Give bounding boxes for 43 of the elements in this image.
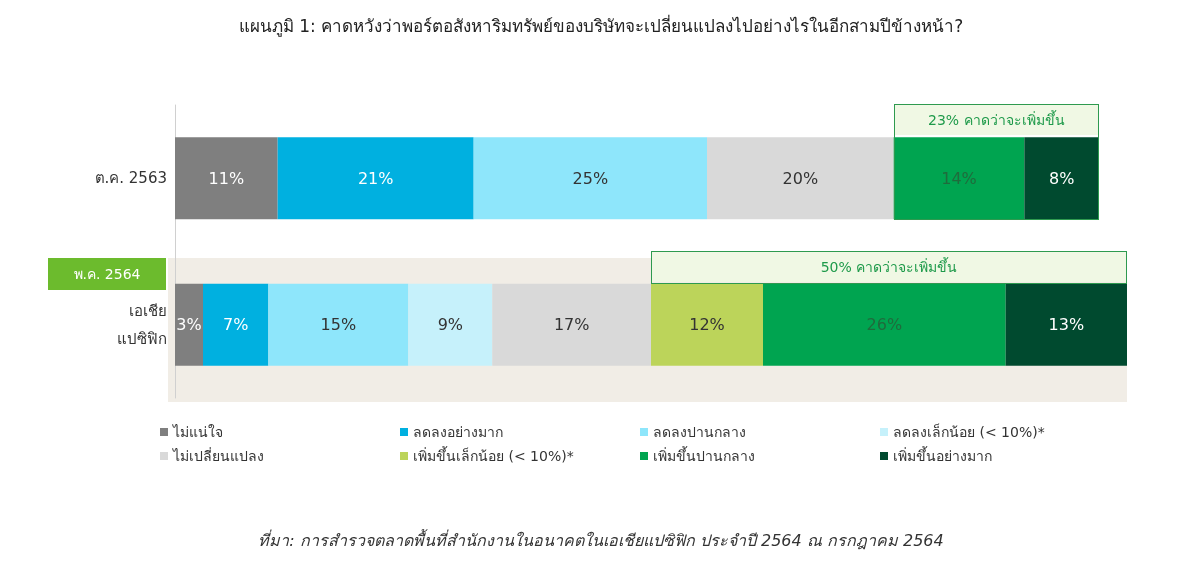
data-label: 17%: [553, 315, 590, 335]
bar: [707, 137, 894, 220]
bar: [203, 283, 269, 366]
bar: [175, 283, 203, 366]
data-label: 11%: [208, 168, 245, 188]
data-label: 9%: [437, 315, 464, 335]
legend-label: เพิ่มขึ้นอย่างมาก: [893, 446, 992, 464]
y-tick-label: ต.ค. 2563: [94, 169, 167, 188]
bar: [277, 137, 474, 220]
callout-box: 50% คาดว่าจะเพิ่มขึ้น: [651, 250, 1127, 284]
data-label: 20%: [782, 168, 819, 188]
text: ที่มา: การสำรวจตลาดพื้นที่สำนักงานในอนาคตในเอเชียแปซิฟิก ประจำปี 2564 ณ กรกฎาคม 2564: [258, 528, 944, 550]
bar: [763, 283, 1006, 366]
bar: [268, 283, 409, 366]
bar: [408, 283, 493, 366]
bar: [1024, 137, 1099, 220]
legend-label: ไม่แน่ใจ: [172, 424, 223, 440]
legend-label: ลดลงปานกลาง: [653, 424, 746, 440]
data-label: 3%: [176, 315, 202, 335]
data-label: 26%: [866, 315, 903, 335]
data-label: 12%: [689, 315, 725, 335]
legend-label: ลดลงอย่างมาก: [413, 424, 503, 440]
data-label: 7%: [222, 315, 249, 335]
bar: [651, 283, 763, 366]
chart-title: แผนภูมิ 1: คาดหวังว่าพอร์ตอสังหาริมทรัพย์ของบริษัทจะเปลี่ยนแปลงไปอย่างไรในอีกสามปีข้างหน้า?: [238, 13, 964, 37]
data-label: 25%: [572, 168, 609, 188]
data-label: 13%: [1048, 315, 1085, 335]
legend-label: ไม่เปลี่ยนแปลง: [172, 447, 264, 464]
text: พ.ค. 2564: [48, 257, 166, 290]
legend-label: เพิ่มขึ้นเล็กน้อย (< 10%)*: [413, 446, 574, 464]
annotation: 23% คาดว่าจะเพิ่มขึ้น: [894, 105, 1098, 136]
y-tick-label: เอเชีย แปซิฟิก: [117, 301, 167, 348]
legend-label: ลดลงเล็กน้อย (< 10%)*: [893, 423, 1045, 440]
data-label: 15%: [320, 315, 357, 335]
data-label: 8%: [1048, 168, 1075, 188]
data-label: 21%: [357, 168, 394, 188]
bar: [492, 283, 651, 366]
bar: [473, 137, 707, 220]
bar: [893, 137, 1025, 220]
bar: [1005, 283, 1127, 366]
bar: [175, 137, 278, 220]
legend-label: เพิ่มขึ้นปานกลาง: [653, 446, 755, 464]
data-label: 14%: [941, 168, 977, 188]
